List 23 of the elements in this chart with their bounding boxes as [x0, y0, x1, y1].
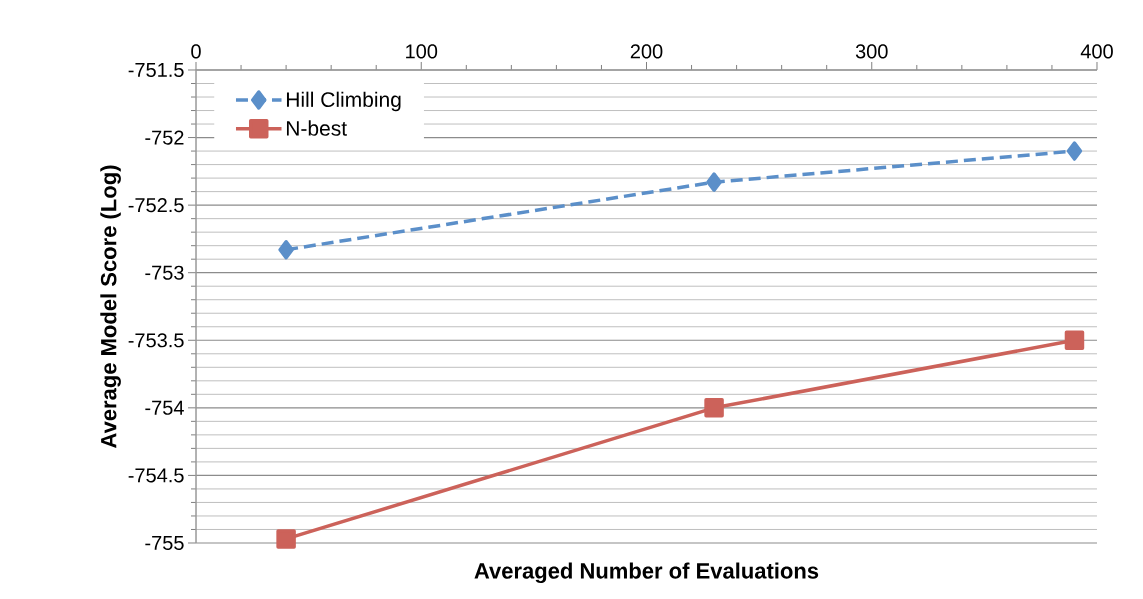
point — [278, 239, 294, 260]
x-tick-label: 0 — [191, 44, 201, 59]
y-tick-label: -753 — [145, 265, 184, 280]
y-tick-label: -754.5 — [128, 468, 184, 483]
point — [706, 172, 722, 192]
x-axis-title: Averaged Number of Evaluations — [474, 562, 819, 584]
x-tick-label: 400 — [1080, 44, 1113, 59]
legend-label: Hill Climbing — [286, 91, 401, 112]
point — [1064, 330, 1085, 351]
y-tick-label: -752.5 — [128, 198, 184, 213]
y-tick-label: -752 — [145, 130, 184, 145]
x-tick-label: 200 — [630, 44, 663, 59]
y-axis-title: Average Model Score (Log) — [100, 165, 121, 448]
point — [704, 398, 724, 418]
point — [1066, 141, 1083, 161]
x-tick-label: 100 — [406, 44, 438, 59]
y-tick-label: -754 — [145, 400, 184, 415]
point — [276, 529, 296, 549]
y-tick-label: -753.5 — [128, 333, 184, 348]
legend-label: N-best — [286, 120, 347, 136]
y-tick-label: -751.5 — [128, 63, 184, 77]
y-tick-label: -755 — [145, 536, 184, 550]
x-tick-label: 300 — [855, 44, 888, 59]
